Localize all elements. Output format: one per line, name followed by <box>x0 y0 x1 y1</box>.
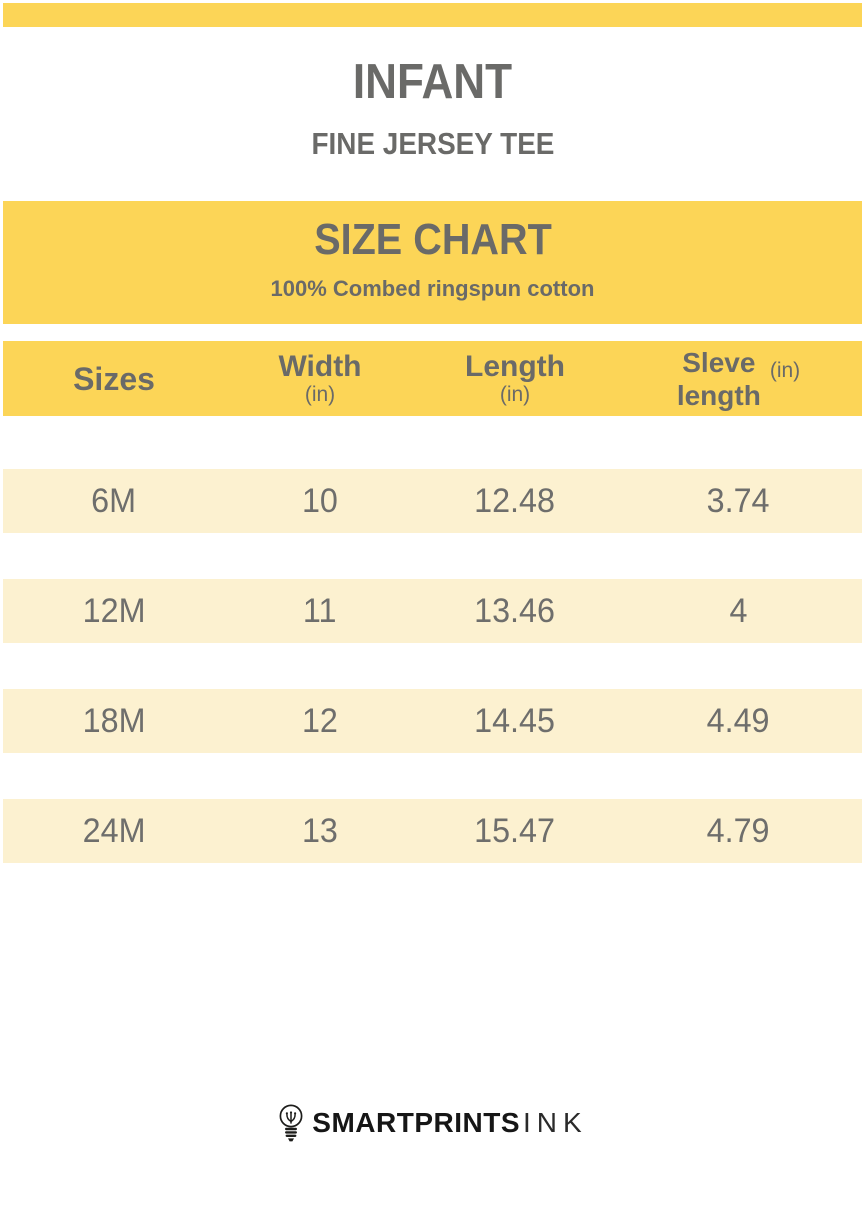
cell-width: 11 <box>225 592 415 631</box>
cell-width: 12 <box>225 702 415 741</box>
column-header-length-label: Length <box>465 350 565 384</box>
size-chart-banner: SIZE CHART 100% Combed ringspun cotton <box>3 201 862 325</box>
column-header-sleeve-label-line2: length <box>676 379 761 411</box>
cell-length-value: 12.48 <box>474 481 556 520</box>
cell-length: 12.48 <box>415 482 615 521</box>
brand-footer: SMARTPRINTS INK <box>0 1103 865 1143</box>
cell-sleeve-value: 4.79 <box>707 811 770 850</box>
column-header-width: Width (in) <box>225 351 415 406</box>
size-chart-title-text: SIZE CHART <box>313 215 552 265</box>
column-header-width-label: Width <box>278 350 362 384</box>
cell-sleeve-length: 4.49 <box>615 702 862 741</box>
cell-size: 24M <box>3 812 225 851</box>
page-title-text: INFANT <box>352 55 513 109</box>
lightbulb-icon <box>279 1104 303 1142</box>
column-header-sleeve-label-line1: Sleve <box>682 346 756 378</box>
cell-length-value: 14.45 <box>474 701 556 740</box>
cell-size: 12M <box>3 592 225 631</box>
cell-width: 13 <box>225 812 415 851</box>
cell-size-value: 12M <box>82 591 146 630</box>
cell-width-value: 12 <box>302 701 338 740</box>
column-header-length: Length (in) <box>415 351 615 406</box>
column-header-sleeve-unit: (in) <box>769 358 801 382</box>
table-row-6m: 6M 10 12.48 3.74 <box>3 469 862 534</box>
brand-name-light: INK <box>523 1107 588 1139</box>
column-header-sizes: Sizes <box>3 362 225 397</box>
brand-name-bold: SMARTPRINTS <box>312 1107 521 1139</box>
table-row-12m: 12M 11 13.46 4 <box>3 579 862 644</box>
cell-size-value: 24M <box>82 811 146 850</box>
column-header-length-unit: (in) <box>499 382 531 406</box>
table-row-18m: 18M 12 14.45 4.49 <box>3 689 862 754</box>
column-header-sleeve-length: Sleve length (in) <box>615 346 862 412</box>
cell-sleeve-length: 3.74 <box>615 482 862 521</box>
page-title: INFANT <box>0 55 865 109</box>
column-header-sizes-label: Sizes <box>73 360 155 397</box>
page-subtitle-text: FINE JERSEY TEE <box>311 126 554 162</box>
cell-sleeve-length: 4 <box>615 592 862 631</box>
cell-width: 10 <box>225 482 415 521</box>
size-chart-subtitle: 100% Combed ringspun cotton <box>270 275 595 301</box>
cell-size: 18M <box>3 702 225 741</box>
cell-sleeve-length: 4.79 <box>615 812 862 851</box>
top-accent-bar <box>3 3 862 27</box>
cell-width-value: 11 <box>303 591 337 630</box>
cell-length: 14.45 <box>415 702 615 741</box>
table-header-row: Sizes Width (in) Length (in) Sleve lengt… <box>3 341 862 417</box>
table-row-24m: 24M 13 15.47 4.79 <box>3 799 862 864</box>
column-header-sleeve-label: Sleve length <box>677 346 761 412</box>
page-subtitle: FINE JERSEY TEE <box>0 128 865 159</box>
cell-size: 6M <box>3 482 225 521</box>
cell-sleeve-value: 3.74 <box>707 481 770 520</box>
cell-length-value: 13.46 <box>474 591 556 630</box>
cell-size-value: 6M <box>91 481 137 520</box>
cell-length: 13.46 <box>415 592 615 631</box>
cell-size-value: 18M <box>82 701 146 740</box>
cell-sleeve-value: 4 <box>729 591 748 630</box>
cell-width-value: 10 <box>302 481 338 520</box>
cell-width-value: 13 <box>302 811 338 850</box>
size-chart-title: SIZE CHART <box>3 201 862 263</box>
cell-length-value: 15.47 <box>474 811 556 850</box>
cell-length: 15.47 <box>415 812 615 851</box>
column-header-width-unit: (in) <box>304 382 336 406</box>
cell-sleeve-value: 4.49 <box>707 701 770 740</box>
